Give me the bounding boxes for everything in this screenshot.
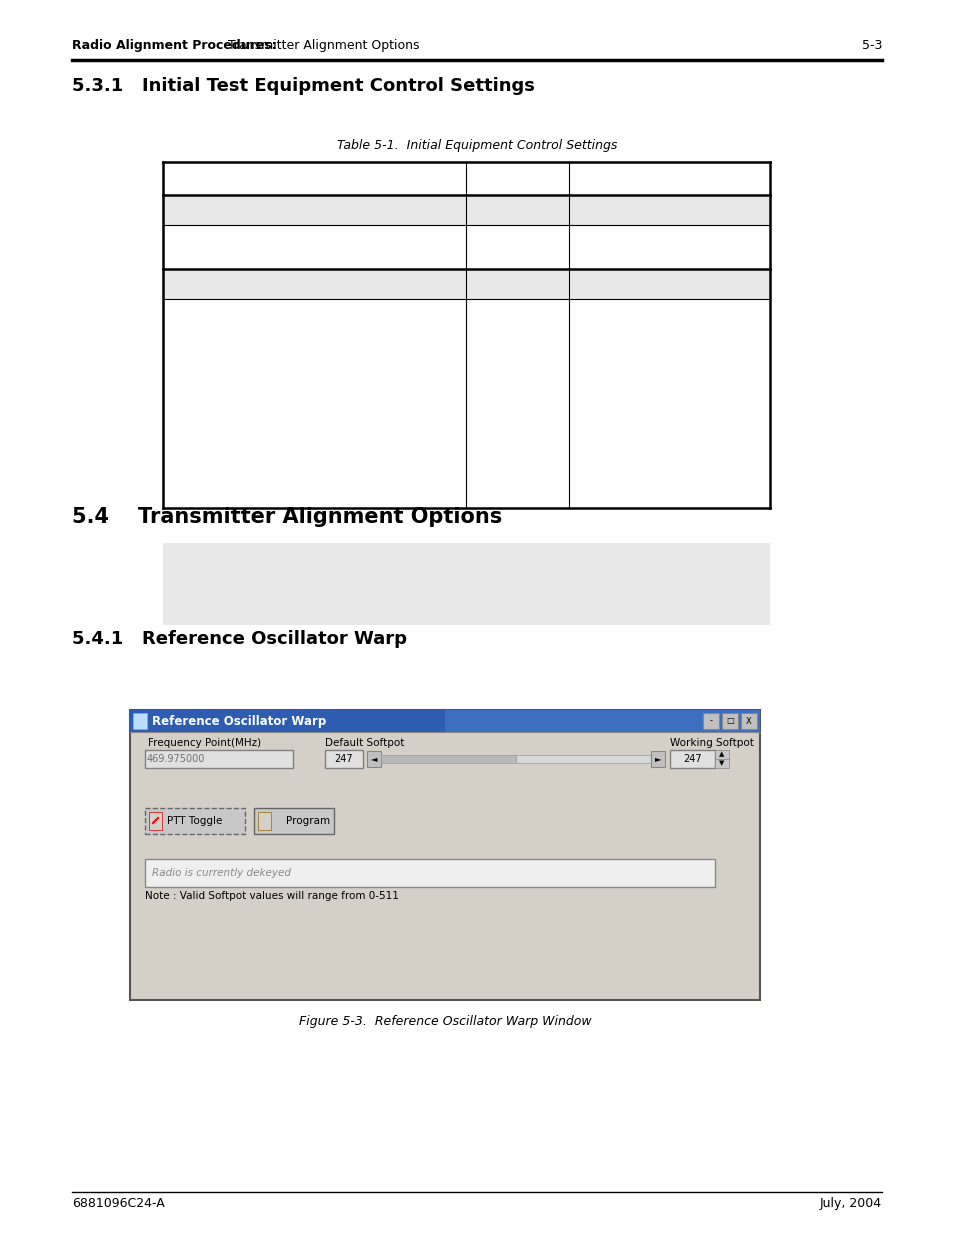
Bar bbox=[568, 299, 769, 508]
Bar bbox=[163, 162, 465, 195]
Bar bbox=[163, 225, 465, 269]
Bar bbox=[714, 760, 728, 768]
Text: 469.975000: 469.975000 bbox=[147, 755, 205, 764]
Text: Transmitter Alignment Options: Transmitter Alignment Options bbox=[224, 40, 419, 52]
Bar bbox=[367, 751, 380, 767]
Text: Reference Oscillator Warp: Reference Oscillator Warp bbox=[152, 715, 326, 727]
Bar bbox=[568, 162, 769, 195]
Text: ◄: ◄ bbox=[371, 755, 376, 763]
Text: -: - bbox=[709, 716, 712, 725]
Bar bbox=[163, 299, 465, 508]
Bar bbox=[149, 811, 162, 830]
Bar bbox=[465, 269, 568, 299]
Bar bbox=[257, 811, 271, 830]
Bar bbox=[380, 755, 516, 763]
Bar bbox=[669, 750, 714, 768]
Bar bbox=[132, 713, 147, 729]
Bar bbox=[130, 710, 760, 1000]
Text: Radio Alignment Procedures:: Radio Alignment Procedures: bbox=[71, 40, 276, 52]
Bar bbox=[516, 755, 650, 763]
Bar bbox=[740, 713, 757, 729]
Bar bbox=[253, 808, 334, 834]
Bar bbox=[145, 860, 714, 887]
Bar bbox=[163, 269, 465, 299]
Bar bbox=[702, 713, 719, 729]
Text: Figure 5-3.  Reference Oscillator Warp Window: Figure 5-3. Reference Oscillator Warp Wi… bbox=[298, 1015, 591, 1028]
Bar bbox=[444, 710, 760, 732]
Bar bbox=[163, 195, 465, 225]
Text: 247: 247 bbox=[683, 755, 701, 764]
Text: 5.3.1   Initial Test Equipment Control Settings: 5.3.1 Initial Test Equipment Control Set… bbox=[71, 77, 535, 95]
Bar bbox=[714, 750, 728, 760]
Text: Radio is currently dekeyed: Radio is currently dekeyed bbox=[152, 868, 291, 878]
Text: Program: Program bbox=[286, 816, 330, 826]
Bar bbox=[145, 808, 245, 834]
Bar bbox=[325, 750, 363, 768]
Bar bbox=[145, 750, 293, 768]
Text: Default Softpot: Default Softpot bbox=[325, 739, 404, 748]
Text: 5-3: 5-3 bbox=[861, 40, 882, 52]
Text: Frequency Point(MHz): Frequency Point(MHz) bbox=[148, 739, 261, 748]
Bar bbox=[465, 162, 568, 195]
Text: Note : Valid Softpot values will range from 0-511: Note : Valid Softpot values will range f… bbox=[145, 890, 398, 902]
Bar bbox=[163, 543, 769, 625]
Text: 5.4    Transmitter Alignment Options: 5.4 Transmitter Alignment Options bbox=[71, 508, 501, 527]
Bar bbox=[465, 225, 568, 269]
Text: ►: ► bbox=[654, 755, 660, 763]
Text: PTT Toggle: PTT Toggle bbox=[167, 816, 222, 826]
Text: □: □ bbox=[725, 716, 733, 725]
Text: July, 2004: July, 2004 bbox=[819, 1197, 882, 1210]
Text: X: X bbox=[745, 716, 751, 725]
Bar bbox=[568, 269, 769, 299]
Bar bbox=[650, 751, 664, 767]
Bar bbox=[130, 710, 760, 732]
Bar bbox=[568, 225, 769, 269]
Bar bbox=[568, 195, 769, 225]
Text: 5.4.1   Reference Oscillator Warp: 5.4.1 Reference Oscillator Warp bbox=[71, 630, 407, 648]
Text: ▲: ▲ bbox=[719, 752, 724, 757]
Text: ▼: ▼ bbox=[719, 761, 724, 767]
Text: Table 5-1.  Initial Equipment Control Settings: Table 5-1. Initial Equipment Control Set… bbox=[336, 140, 617, 152]
Bar bbox=[465, 195, 568, 225]
Text: Working Softpot: Working Softpot bbox=[669, 739, 753, 748]
Text: 6881096C24-A: 6881096C24-A bbox=[71, 1197, 165, 1210]
Text: 247: 247 bbox=[335, 755, 353, 764]
Bar bbox=[721, 713, 738, 729]
Bar bbox=[465, 299, 568, 508]
